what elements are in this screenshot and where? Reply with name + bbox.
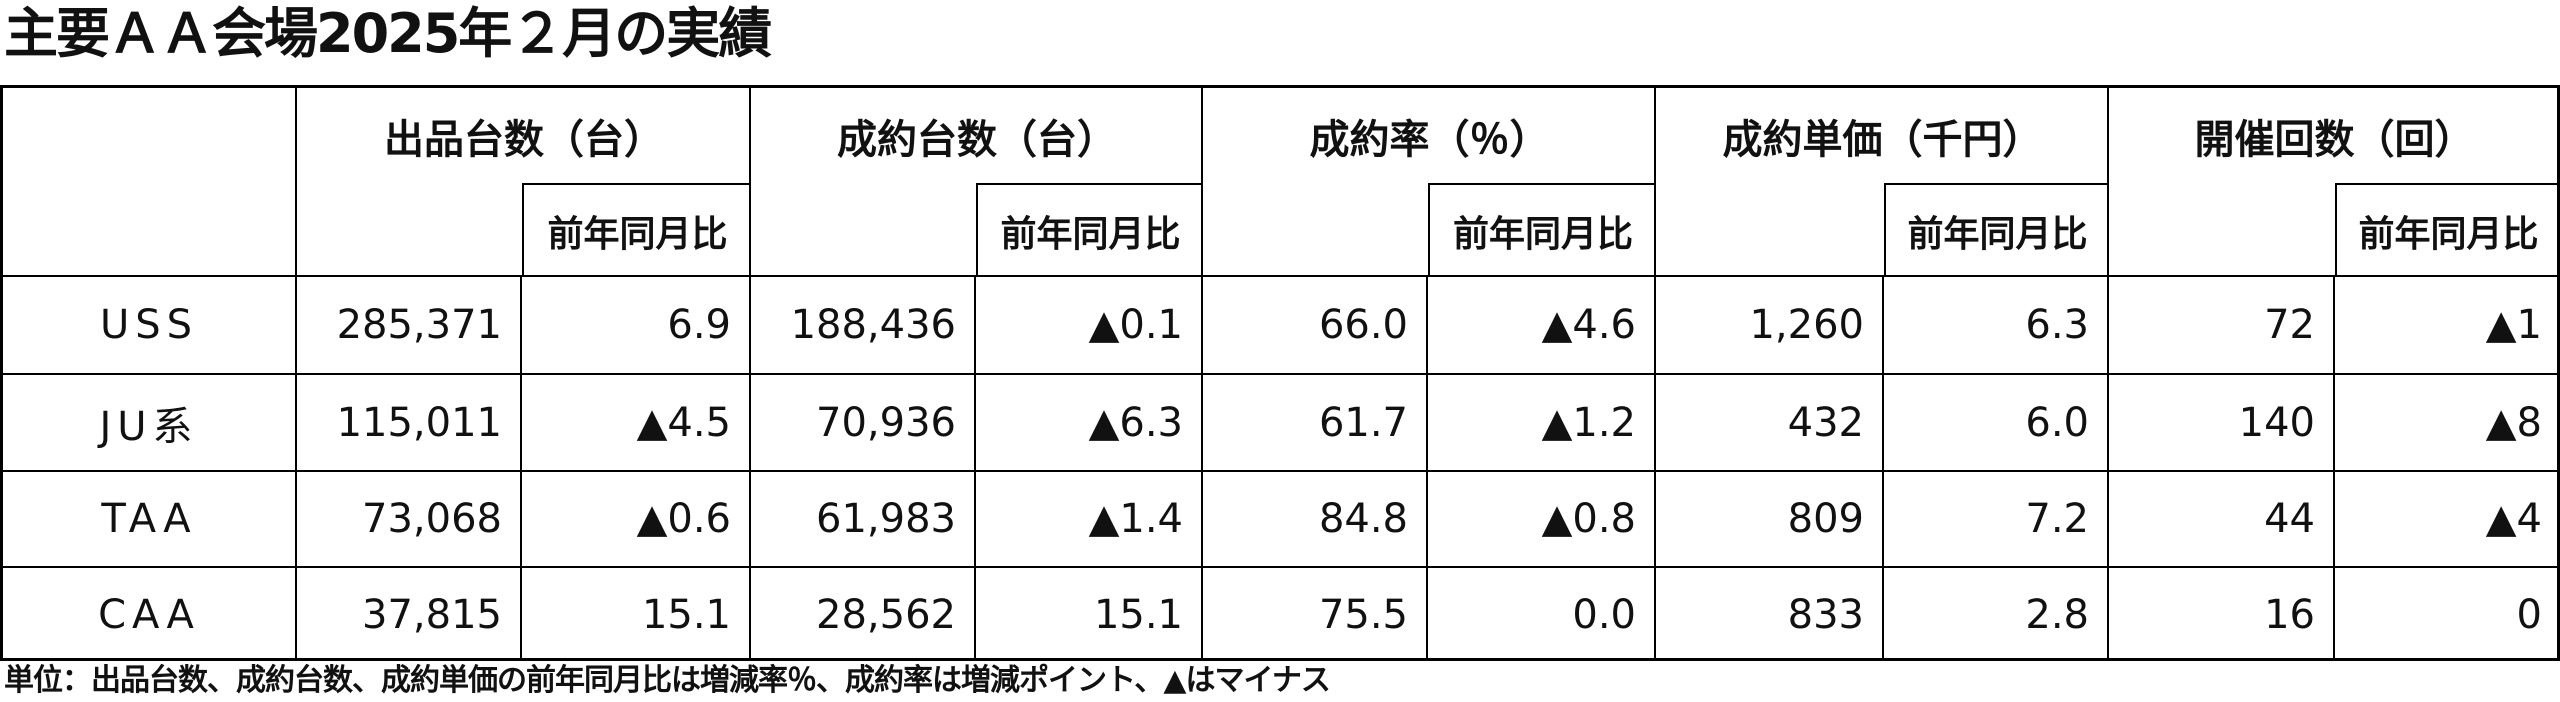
cell: 16 <box>2109 568 2335 661</box>
row-label: CAA <box>3 568 297 661</box>
footnote: 単位：出品台数、成約台数、成約単価の前年同月比は増減率％、成約率は増減ポイント、… <box>4 663 1331 698</box>
cell: ▲0.1 <box>976 277 1203 375</box>
cell: 61.7 <box>1203 375 1428 472</box>
column-header: 出品台数（台） <box>384 116 664 163</box>
cell: ▲4.6 <box>1428 277 1656 375</box>
cell: 0.0 <box>1428 568 1656 661</box>
cell: ▲0.6 <box>522 472 751 568</box>
cell: ▲1.4 <box>976 472 1203 568</box>
row-label: USS <box>3 277 297 375</box>
table: 出品台数（台） 前年同月比 成約台数（台） 前年同月比 成約率（％） 前年同月比 成約単価（… <box>0 85 2560 661</box>
cell: ▲6.3 <box>976 375 1203 472</box>
cell: 44 <box>2109 472 2335 568</box>
cell: 70,936 <box>751 375 976 472</box>
cell: 15.1 <box>522 568 751 661</box>
cell: 28,562 <box>751 568 976 661</box>
cell: 285,371 <box>297 277 522 375</box>
column-subheader: 前年同月比 <box>1428 183 1656 277</box>
cell: 432 <box>1656 375 1884 472</box>
header-corner <box>3 88 297 277</box>
cell: 73,068 <box>297 472 522 568</box>
cell: 809 <box>1656 472 1884 568</box>
header-group <box>2109 88 2560 277</box>
row-label: TAA <box>3 472 297 568</box>
column-subheader: 前年同月比 <box>522 183 751 277</box>
cell: 833 <box>1656 568 1884 661</box>
title: 主要ＡＡ会場2025年２月の実績 <box>4 2 772 65</box>
column-subheader: 前年同月比 <box>1884 183 2109 277</box>
cell: 6.9 <box>522 277 751 375</box>
column-header: 成約率（％） <box>1309 116 1550 163</box>
row-label: JU系 <box>3 375 297 472</box>
cell: ▲0.8 <box>1428 472 1656 568</box>
cell: ▲1.2 <box>1428 375 1656 472</box>
cell: 72 <box>2109 277 2335 375</box>
cell: 6.0 <box>1884 375 2109 472</box>
cell: 0 <box>2516 591 2542 638</box>
cell: 115,011 <box>297 375 522 472</box>
cell: 61,983 <box>751 472 976 568</box>
cell: 140 <box>2109 375 2335 472</box>
cell: 66.0 <box>1203 277 1428 375</box>
cell: ▲1 <box>2335 277 2560 375</box>
cell: 37,815 <box>297 568 522 661</box>
column-header: 開催回数（回） <box>2194 116 2475 163</box>
cell: 15.1 <box>976 568 1203 661</box>
column-subheader: 前年同月比 <box>2335 183 2560 277</box>
header-group <box>1656 88 2109 277</box>
cell: 2.8 <box>1884 568 2109 661</box>
column-header: 成約単価（千円） <box>1722 116 2043 163</box>
column-subheader: 前年同月比 <box>976 183 1203 277</box>
header-group <box>297 88 751 277</box>
column-header: 成約台数（台） <box>837 116 1117 163</box>
cell: 6.3 <box>1884 277 2109 375</box>
cell: ▲4 <box>2335 472 2560 568</box>
cell: 1,260 <box>1656 277 1884 375</box>
cell: 188,436 <box>751 277 976 375</box>
cell: ▲8 <box>2335 375 2560 472</box>
cell: ▲4.5 <box>522 375 751 472</box>
cell: 75.5 <box>1203 568 1428 661</box>
cell: 7.2 <box>1884 472 2109 568</box>
cell: 84.8 <box>1203 472 1428 568</box>
